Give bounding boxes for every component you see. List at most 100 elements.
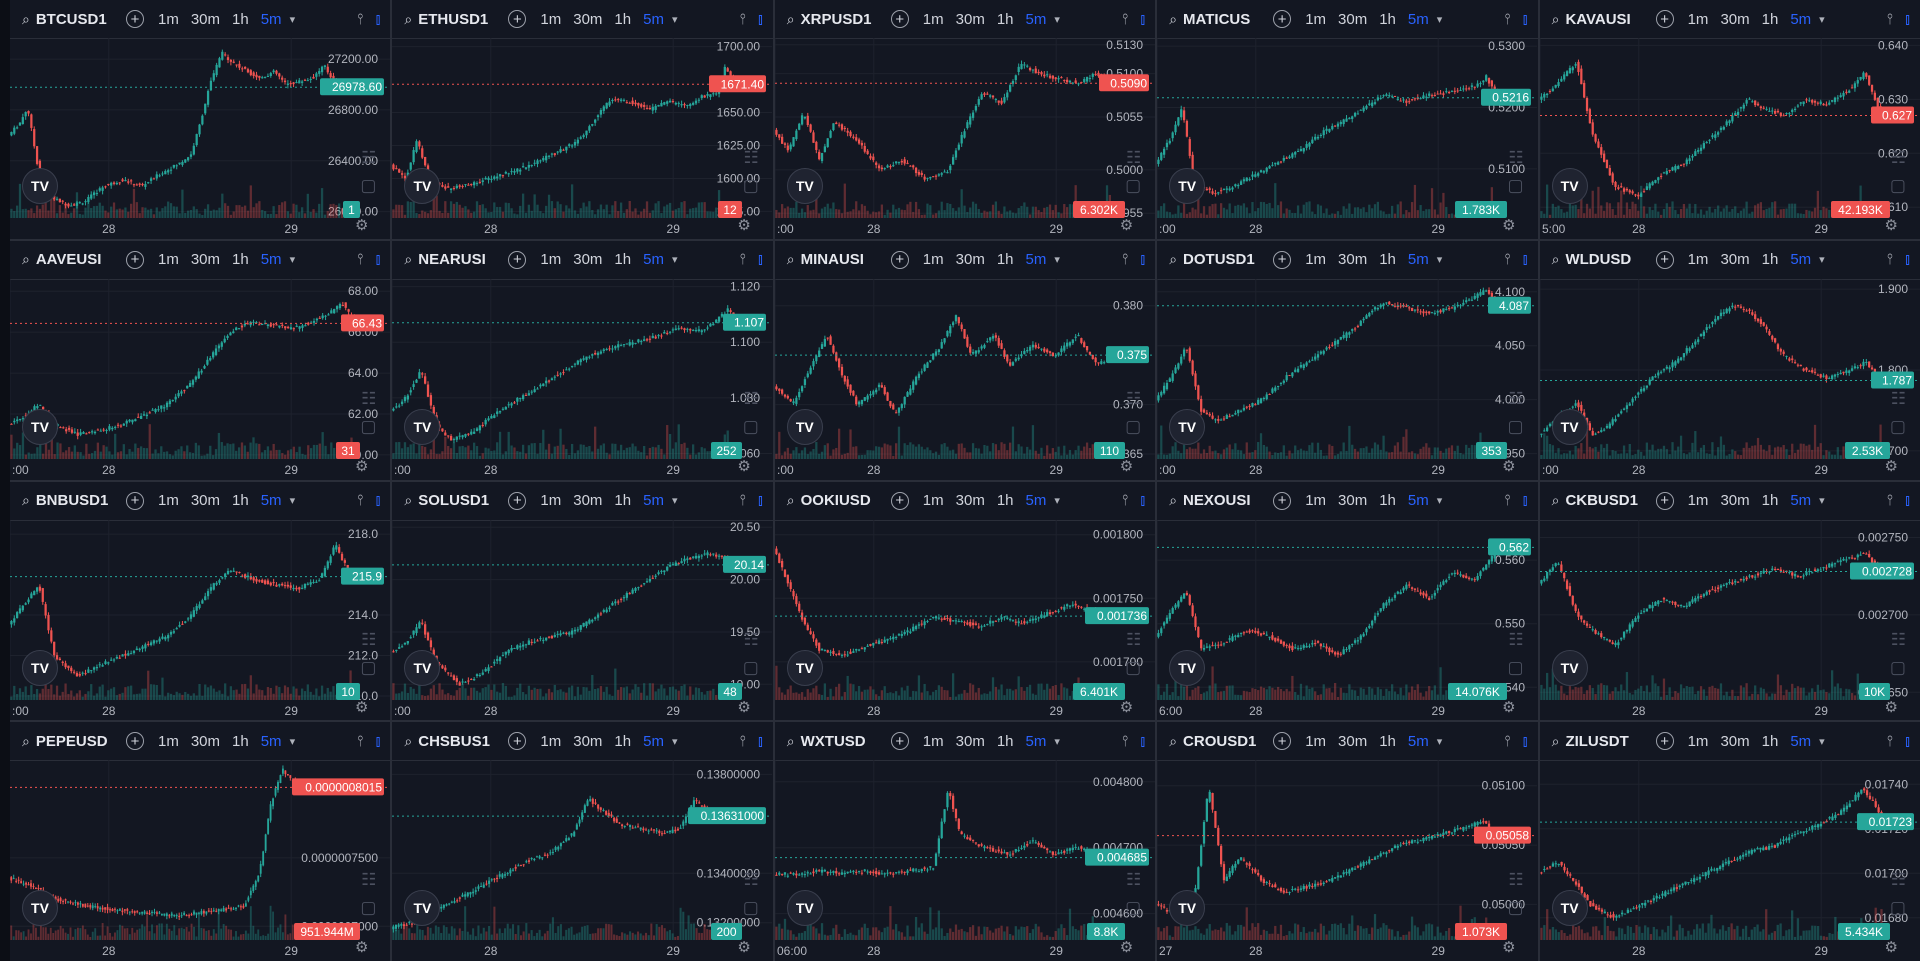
- tradingview-logo-icon[interactable]: TV: [404, 408, 441, 445]
- price-chart[interactable]: 0.51300.51000.50550.50000.4955:0028290.5…: [774, 38, 1155, 238]
- timeframe-button[interactable]: 1h: [614, 492, 632, 509]
- timeframe-button[interactable]: 30m: [190, 10, 221, 28]
- timeframe-button[interactable]: 1m: [922, 10, 944, 28]
- square-icon[interactable]: ▢: [742, 416, 759, 436]
- symbol-search[interactable]: ⌕ KAVAUSI: [1540, 11, 1650, 28]
- indicators-icon[interactable]: ⫯: [1886, 251, 1894, 269]
- timeframe-button[interactable]: 1h: [232, 492, 249, 509]
- timeframe-button[interactable]: 1m: [1305, 251, 1327, 269]
- compare-icon[interactable]: ⫾: [757, 251, 763, 269]
- add-icon[interactable]: +: [890, 491, 909, 510]
- symbol-search[interactable]: ⌕ MATICUS: [1157, 11, 1267, 28]
- indicators-icon[interactable]: ⫯: [1504, 251, 1511, 269]
- compare-icon[interactable]: ⫾: [1140, 251, 1146, 269]
- settings-icon[interactable]: ⚙: [354, 457, 369, 475]
- square-icon[interactable]: ▢: [360, 416, 377, 436]
- timeframe-button[interactable]: 5m: [1025, 492, 1047, 509]
- symbol-search[interactable]: ⌕ ETHUSD1: [392, 11, 502, 28]
- tradingview-logo-icon[interactable]: TV: [404, 649, 441, 686]
- square-icon[interactable]: ▢: [1889, 176, 1906, 195]
- compare-icon[interactable]: ⫾: [1522, 251, 1528, 269]
- symbol-search[interactable]: ⌕ NEARUSI: [392, 251, 502, 268]
- timeframe-button[interactable]: 1h: [232, 10, 249, 28]
- compare-icon[interactable]: ⫾: [375, 251, 381, 269]
- chevron-down-icon[interactable]: ▾: [671, 495, 678, 507]
- indicators-icon[interactable]: ⫯: [739, 251, 746, 269]
- layout-icon[interactable]: ☷: [1125, 148, 1142, 167]
- symbol-search[interactable]: ⌕ AAVEUSI: [10, 251, 120, 268]
- timeframe-button[interactable]: 1h: [232, 251, 249, 269]
- timeframe-button[interactable]: 5m: [643, 10, 664, 28]
- compare-icon[interactable]: ⫾: [1905, 251, 1910, 269]
- timeframe-button[interactable]: 30m: [190, 492, 221, 509]
- layout-icon[interactable]: ☷: [1508, 148, 1524, 167]
- square-icon[interactable]: ▢: [1125, 416, 1142, 436]
- settings-icon[interactable]: ⚙: [354, 698, 369, 716]
- add-icon[interactable]: +: [508, 491, 527, 510]
- timeframe-button[interactable]: 30m: [573, 492, 603, 509]
- symbol-search[interactable]: ⌕ SOLUSD1: [392, 492, 502, 509]
- add-icon[interactable]: +: [508, 10, 527, 28]
- chevron-down-icon[interactable]: ▾: [1436, 254, 1443, 267]
- timeframe-button[interactable]: 5m: [1025, 251, 1047, 269]
- indicators-icon[interactable]: ⫯: [1504, 10, 1511, 28]
- tradingview-logo-icon[interactable]: TV: [786, 168, 823, 204]
- indicators-icon[interactable]: ⫯: [1121, 492, 1129, 509]
- square-icon[interactable]: ▢: [1889, 416, 1906, 436]
- chart-panel[interactable]: ⌕ NEARUSI +1m 30m 1h 5m ▾ ⫯ ⫾ 1.120 1.100 1.080 1.06…: [392, 240, 773, 480]
- compare-icon[interactable]: ⫾: [375, 492, 381, 509]
- compare-icon[interactable]: ⫾: [757, 492, 763, 509]
- timeframe-button[interactable]: 1m: [922, 251, 944, 269]
- add-icon[interactable]: +: [1655, 10, 1674, 28]
- symbol-search[interactable]: ⌕ MINAUSI: [775, 251, 885, 268]
- tradingview-logo-icon[interactable]: TV: [1169, 408, 1206, 445]
- layout-icon[interactable]: ☷: [361, 629, 377, 649]
- timeframe-button[interactable]: 1m: [540, 251, 562, 269]
- symbol-search[interactable]: ⌕ OOKIUSD: [775, 492, 885, 509]
- add-icon[interactable]: +: [126, 491, 144, 510]
- chevron-down-icon[interactable]: ▾: [1054, 13, 1060, 26]
- chevron-down-icon[interactable]: ▾: [1819, 254, 1825, 267]
- add-icon[interactable]: +: [1273, 10, 1292, 28]
- add-icon[interactable]: +: [126, 250, 144, 269]
- tradingview-logo-icon[interactable]: TV: [22, 649, 58, 686]
- tradingview-logo-icon[interactable]: TV: [1169, 168, 1206, 204]
- timeframe-button[interactable]: 1m: [158, 10, 179, 28]
- square-icon[interactable]: ▢: [360, 176, 377, 195]
- add-icon[interactable]: +: [1655, 250, 1674, 269]
- square-icon[interactable]: ▢: [360, 657, 377, 677]
- square-icon[interactable]: ▢: [1507, 176, 1524, 195]
- add-icon[interactable]: +: [1273, 250, 1292, 269]
- timeframe-button[interactable]: 5m: [1025, 10, 1047, 28]
- layout-icon[interactable]: ☷: [743, 388, 759, 408]
- timeframe-button[interactable]: 5m: [260, 251, 282, 269]
- tradingview-logo-icon[interactable]: TV: [404, 168, 441, 204]
- chevron-down-icon[interactable]: ▾: [1819, 13, 1825, 26]
- timeframe-button[interactable]: 1h: [614, 10, 632, 28]
- tradingview-logo-icon[interactable]: TV: [22, 408, 58, 445]
- chart-panel[interactable]: ⌕ AAVEUSI +1m 30m 1h 5m ▾ ⫯ ⫾ 68.00 66.00 64.00 62.0…: [10, 240, 391, 480]
- indicators-icon[interactable]: ⫯: [739, 10, 746, 28]
- settings-icon[interactable]: ⚙: [737, 217, 751, 234]
- timeframe-button[interactable]: 30m: [955, 492, 985, 509]
- compare-icon[interactable]: ⫾: [1140, 10, 1146, 28]
- settings-icon[interactable]: ⚙: [354, 217, 369, 234]
- timeframe-button[interactable]: 5m: [260, 10, 282, 28]
- timeframe-button[interactable]: 5m: [1407, 10, 1429, 28]
- compare-icon[interactable]: ⫾: [1140, 492, 1146, 509]
- chart-panel[interactable]: ⌕ KAVAUSI +1m 30m 1h 5m ▾ ⫯ ⫾ 0.640 0.630 0.620 0.61…: [1539, 0, 1920, 239]
- square-icon[interactable]: ▢: [1507, 416, 1524, 436]
- compare-icon[interactable]: ⫾: [1522, 10, 1528, 28]
- layout-icon[interactable]: ☷: [361, 388, 377, 408]
- square-icon[interactable]: ▢: [1125, 176, 1142, 195]
- timeframe-button[interactable]: 30m: [955, 251, 985, 269]
- tradingview-logo-icon[interactable]: TV: [22, 168, 58, 204]
- timeframe-button[interactable]: 1h: [996, 10, 1014, 28]
- price-chart[interactable]: 1700.001650.001625.001600.001575.0028291…: [392, 38, 773, 238]
- chart-panel[interactable]: ⌕ OOKIUSD +1m 30m 1h 5m ▾ ⫯ ⫾ 0.001800 0.001750 0.0…: [774, 481, 1156, 721]
- settings-icon[interactable]: ⚙: [1119, 457, 1134, 475]
